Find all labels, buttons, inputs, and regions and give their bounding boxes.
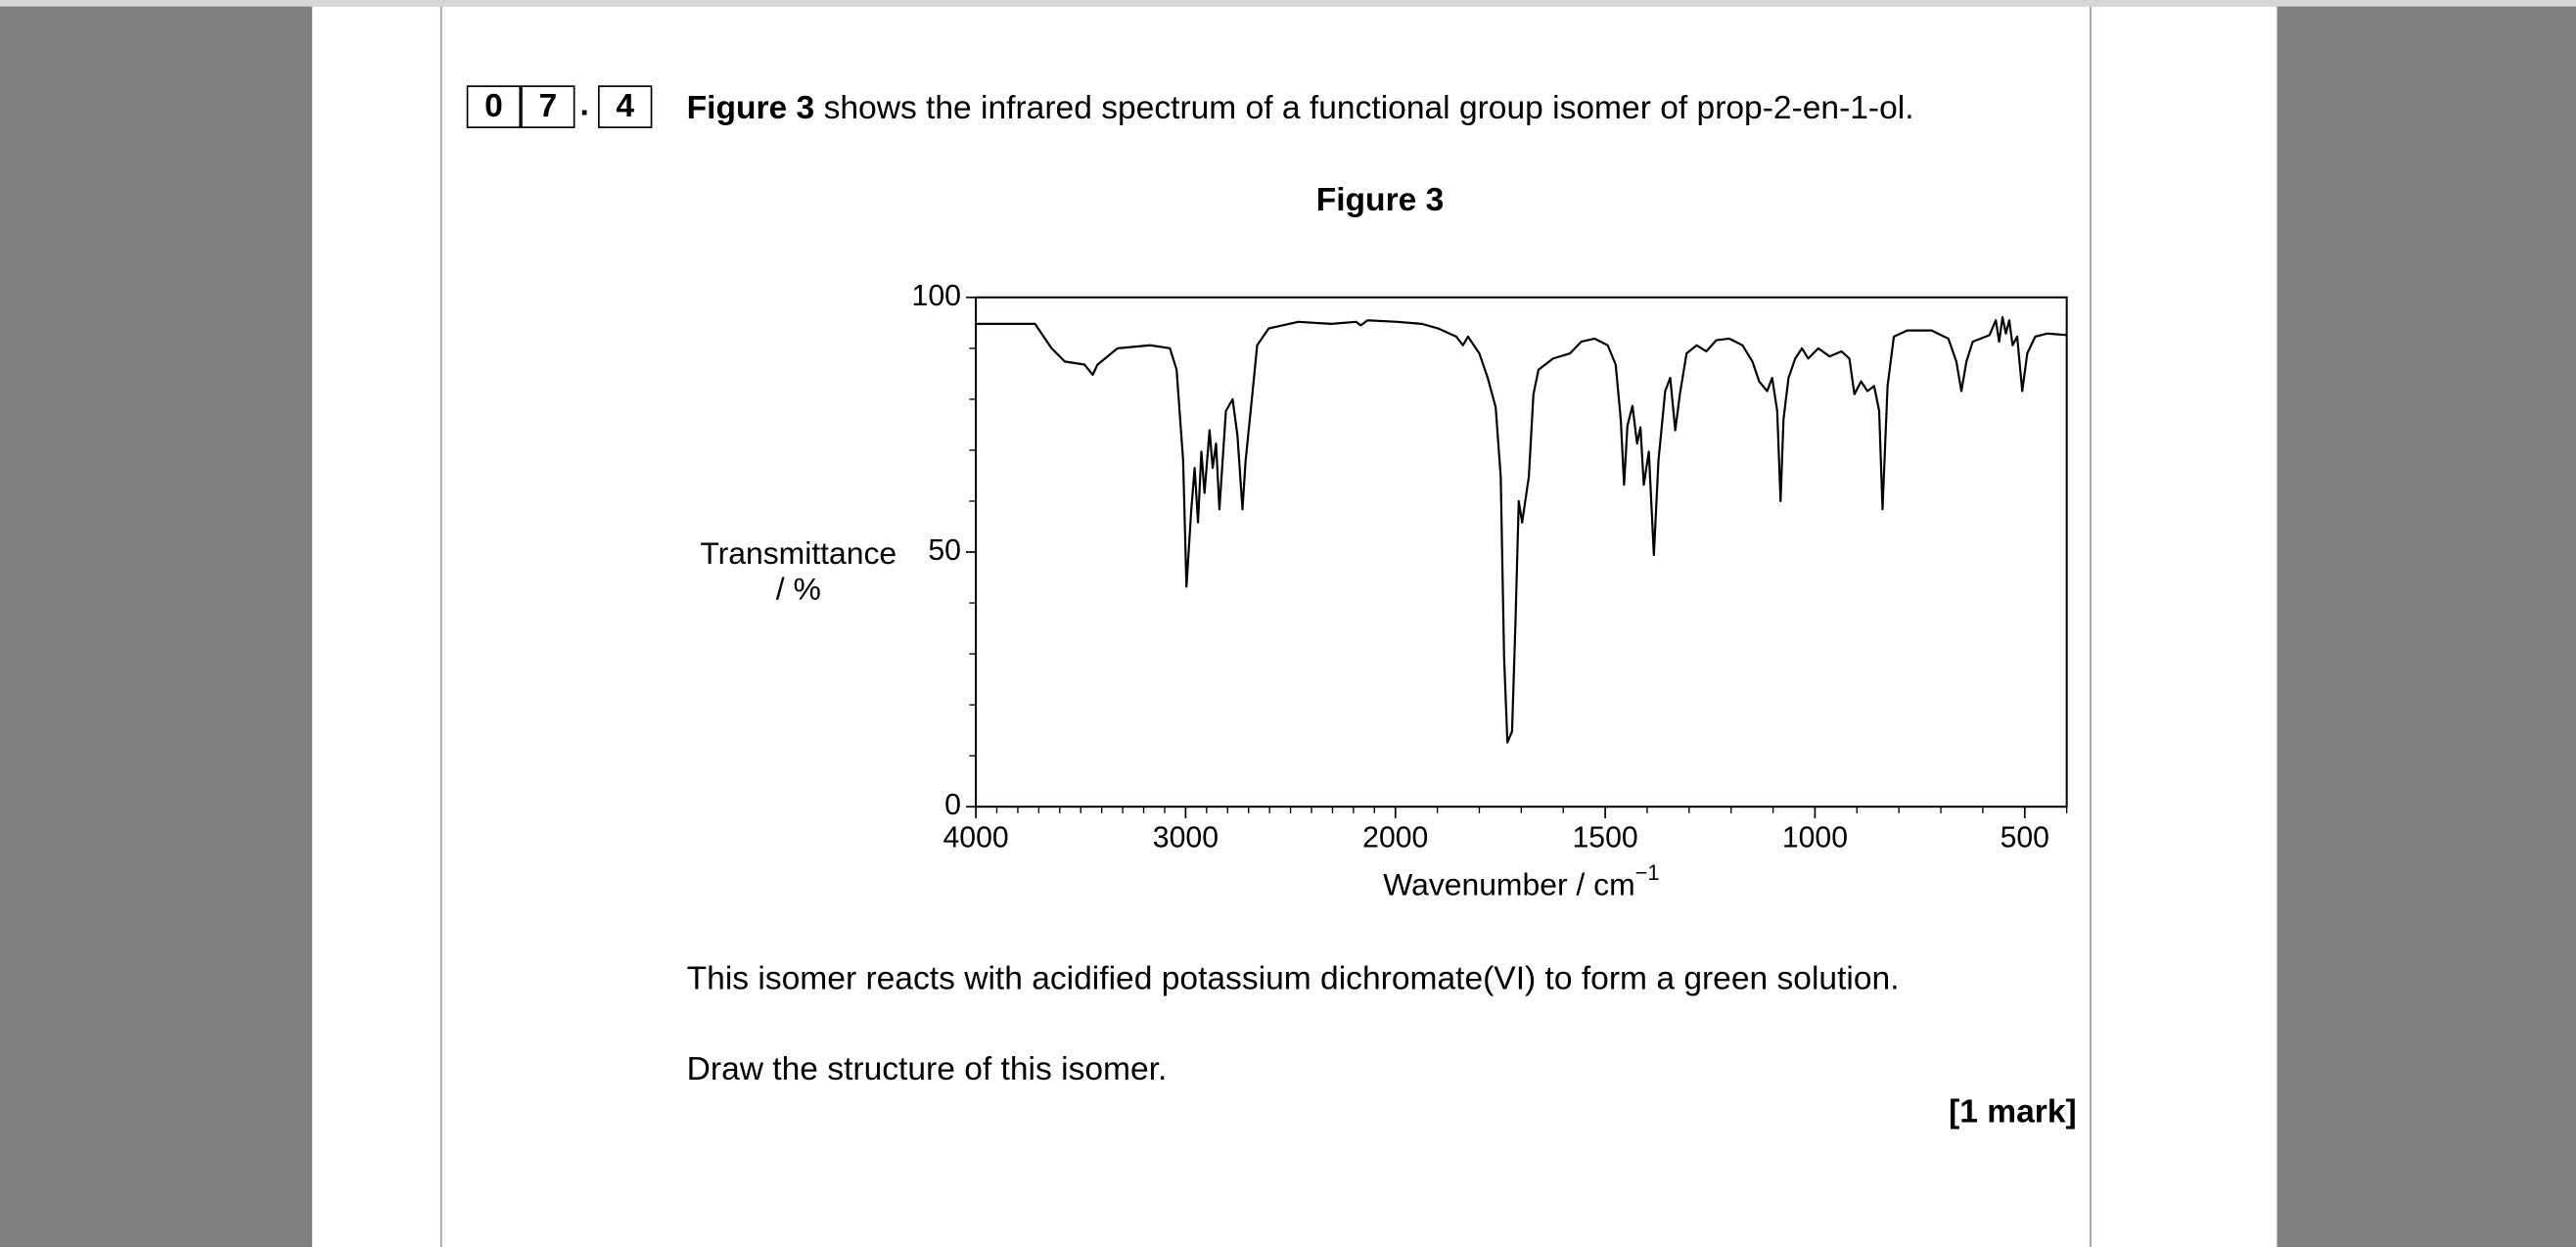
x-tick-label: 4000	[943, 822, 1008, 854]
question-digit: 7	[521, 85, 575, 128]
x-axis-label-text: Wavenumber / cm	[1383, 867, 1634, 902]
question-digit: 0	[466, 85, 522, 128]
x-tick-label: 2000	[1362, 822, 1428, 854]
spectrum-line	[976, 316, 2067, 744]
paragraph: Draw the structure of this isomer.	[686, 1051, 1168, 1088]
y-tick-label: 50	[928, 534, 961, 567]
y-axis-label: / %	[776, 572, 821, 607]
paragraph: This isomer reacts with acidified potass…	[686, 960, 1900, 997]
y-tick-label: 100	[912, 280, 961, 312]
left-margin	[439, 6, 442, 1247]
y-tick-label: 0	[944, 789, 961, 821]
x-axis-label: Wavenumber / cm−1	[1383, 860, 1659, 902]
exam-page: 0 7 . 4 Figure 3 shows the infrared spec…	[311, 6, 2277, 1247]
toolbar-strip	[0, 0, 2576, 7]
question-intro: Figure 3 shows the infrared spectrum of …	[687, 90, 1914, 128]
question-part: 4	[597, 85, 653, 128]
x-tick-label: 3000	[1153, 822, 1219, 854]
marks: [1 mark]	[1949, 1093, 2077, 1131]
x-tick-label: 1000	[1782, 822, 1848, 854]
plot-frame	[975, 296, 2068, 808]
right-margin	[2090, 6, 2092, 1247]
x-axis-label-sup: −1	[1635, 860, 1660, 885]
question-separator: .	[579, 86, 589, 123]
intro-text: shows the infrared spectrum of a functio…	[823, 90, 1914, 127]
intro-bold: Figure 3	[686, 90, 815, 127]
figure-title-text: Figure 3	[1315, 182, 1445, 219]
x-tick-label: 500	[2001, 822, 2049, 854]
x-tick-label: 1500	[1572, 822, 1637, 854]
y-axis-label: Transmittance	[700, 535, 897, 571]
